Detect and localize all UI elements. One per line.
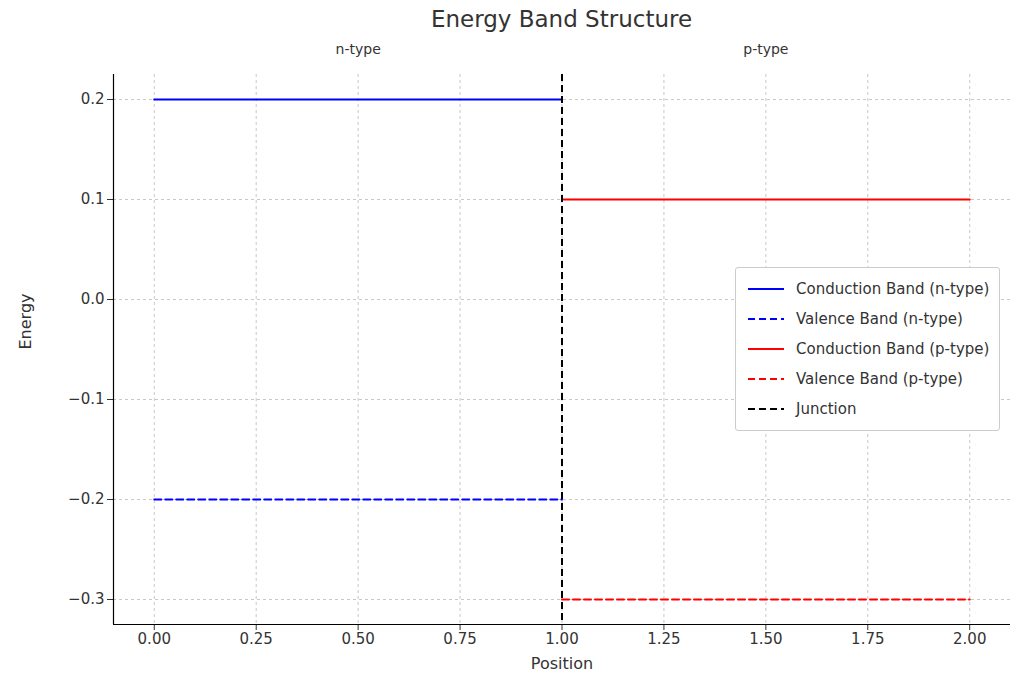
svg-text:0.0: 0.0 (81, 290, 105, 308)
html-text:Valence Band (n-type): Valence Band (n-type) (796, 310, 963, 328)
svg-text:1.50: 1.50 (749, 630, 782, 648)
svg-text:1.75: 1.75 (851, 630, 884, 648)
svg-text:Position: Position (531, 654, 593, 673)
svg-text:Energy: Energy (16, 293, 35, 349)
svg-text:−0.3: −0.3 (68, 590, 104, 608)
svg-text:p-type: p-type (743, 41, 788, 57)
svg-text:0.2: 0.2 (81, 90, 105, 108)
svg-text:2.00: 2.00 (953, 630, 986, 648)
html-text:Valence Band (p-type): Valence Band (p-type) (796, 370, 963, 388)
svg-text:n-type: n-type (336, 41, 381, 57)
svg-text:0.25: 0.25 (240, 630, 273, 648)
svg-text:1.25: 1.25 (647, 630, 680, 648)
html-text:Conduction Band (p-type): Conduction Band (p-type) (796, 340, 990, 358)
html-text:Junction: Junction (796, 400, 857, 418)
svg-text:1.00: 1.00 (545, 630, 578, 648)
svg-text:0.75: 0.75 (443, 630, 476, 648)
html-text:Energy Band Structure: Energy Band Structure (430, 6, 693, 32)
svg-text:0.1: 0.1 (81, 190, 105, 208)
svg-text:−0.2: −0.2 (68, 490, 104, 508)
svg-text:0.50: 0.50 (341, 630, 374, 648)
svg-text:−0.1: −0.1 (68, 390, 104, 408)
svg-text:0.00: 0.00 (138, 630, 171, 648)
html-text:Conduction Band (n-type): Conduction Band (n-type) (796, 280, 990, 298)
